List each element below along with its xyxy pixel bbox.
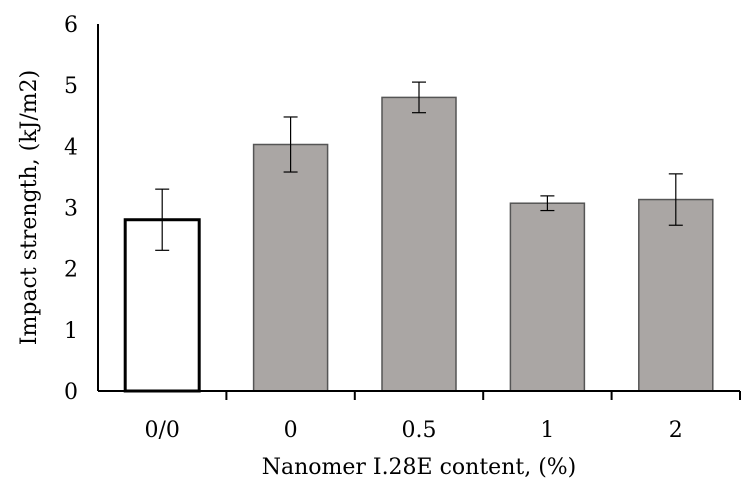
x-tick-label: 2 bbox=[669, 418, 683, 443]
y-tick-label: 6 bbox=[64, 13, 78, 38]
y-tick-label: 0 bbox=[64, 380, 78, 405]
error-bar-1 bbox=[155, 188, 170, 251]
bar-4 bbox=[509, 202, 586, 392]
x-tick-label: 0.5 bbox=[402, 418, 437, 443]
bar-3 bbox=[381, 96, 457, 392]
y-tick-label: 2 bbox=[64, 258, 78, 283]
x-tick-label: 1 bbox=[540, 418, 554, 443]
bar-2 bbox=[252, 143, 329, 392]
y-tick-labels: 0 1 2 3 4 5 6 bbox=[64, 13, 78, 405]
x-tick-labels: 0/0 0 0.5 1 2 bbox=[144, 418, 682, 443]
y-tick-label: 5 bbox=[64, 74, 78, 99]
y-axis-title: Impact strength, (kJ/m2) bbox=[17, 70, 42, 345]
error-bar-5 bbox=[668, 173, 683, 226]
x-tick-marks bbox=[225, 391, 741, 400]
error-bar-4 bbox=[540, 195, 555, 212]
bar-5 bbox=[638, 198, 714, 392]
x-tick-label: 0/0 bbox=[144, 418, 179, 443]
error-bar-2 bbox=[283, 116, 298, 173]
bars bbox=[123, 96, 714, 393]
y-tick-label: 4 bbox=[64, 135, 78, 160]
error-bars bbox=[155, 81, 683, 251]
x-axis-title: Nanomer I.28E content, (%) bbox=[262, 455, 577, 480]
y-tick-label: 1 bbox=[64, 319, 78, 344]
x-tick-label: 0 bbox=[284, 418, 298, 443]
y-tick-label: 3 bbox=[64, 197, 78, 222]
error-bar-3 bbox=[412, 81, 426, 114]
